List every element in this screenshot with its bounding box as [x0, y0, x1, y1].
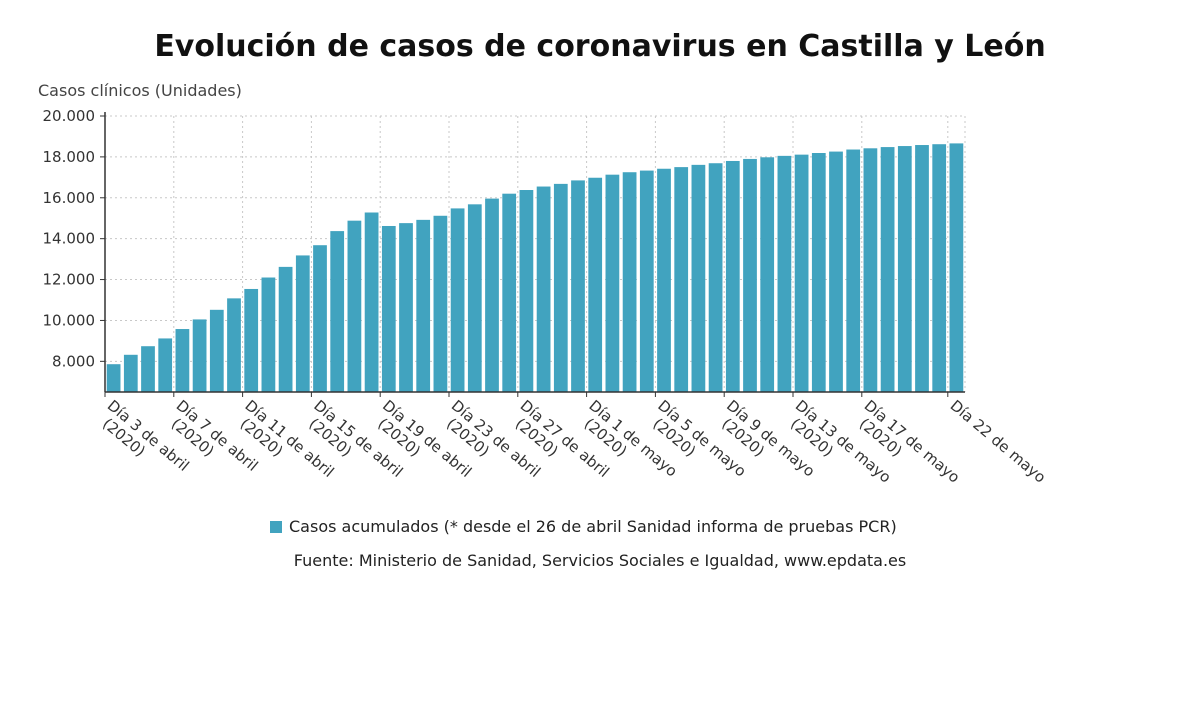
bar	[536, 186, 551, 392]
x-tick-label: Día 17 de mayo(2020)	[856, 396, 963, 486]
bar	[158, 338, 173, 392]
bar	[467, 204, 482, 392]
bar	[674, 167, 689, 392]
bar	[571, 180, 585, 392]
y-tick-label: 16.000	[43, 189, 96, 207]
bar	[175, 329, 190, 392]
bar	[811, 153, 826, 392]
bar	[381, 225, 396, 392]
y-tick-label: 20.000	[43, 107, 96, 125]
bar	[777, 155, 792, 392]
bar	[416, 219, 431, 392]
bar	[915, 145, 929, 392]
bar	[227, 298, 241, 392]
bar	[278, 266, 293, 392]
bar	[519, 190, 534, 392]
y-axis-label: Casos clínicos (Unidades)	[38, 81, 242, 100]
bar	[192, 319, 207, 392]
bar	[330, 231, 345, 392]
bar	[502, 193, 517, 392]
bar	[141, 346, 155, 392]
bar	[863, 148, 878, 392]
bar	[553, 183, 568, 392]
legend-swatch	[270, 521, 282, 533]
bar	[261, 277, 276, 392]
bar	[399, 223, 413, 392]
bar	[708, 163, 723, 392]
bar	[846, 149, 861, 392]
bar	[622, 172, 637, 392]
bar	[949, 143, 964, 392]
y-tick-label: 12.000	[43, 271, 96, 289]
bar	[657, 168, 671, 392]
x-ticks: Día 3 de abril(2020) Día 7 de abril(2020)…	[99, 392, 1049, 487]
bar	[829, 151, 843, 392]
bar	[433, 215, 448, 392]
bar	[295, 255, 310, 392]
bar	[313, 245, 327, 392]
y-tick-label: 8.000	[52, 352, 95, 370]
bar	[244, 288, 259, 392]
bar	[209, 309, 224, 392]
source-note: Fuente: Ministerio de Sanidad, Servicios…	[294, 551, 906, 570]
bars	[106, 143, 964, 392]
legend: Casos acumulados (* desde el 26 de abril…	[270, 517, 897, 536]
bar	[605, 174, 620, 392]
bar	[123, 354, 138, 392]
y-tick-label: 10.000	[43, 311, 96, 329]
axes	[104, 112, 965, 393]
legend-label: Casos acumulados (* desde el 26 de abril…	[289, 517, 897, 536]
y-tick-label: 18.000	[43, 148, 96, 166]
y-ticks: 8.000 10.000 12.000 14.000 16.000 18.000 20.00…	[43, 107, 105, 370]
bar	[743, 158, 757, 392]
bar	[588, 177, 603, 392]
bar	[760, 157, 775, 392]
bar	[364, 212, 379, 392]
bar	[347, 220, 362, 392]
bar	[106, 364, 121, 392]
bar	[691, 164, 706, 392]
bar	[485, 198, 499, 392]
y-tick-label: 14.000	[43, 230, 96, 248]
bar	[725, 160, 740, 392]
bar	[932, 144, 947, 392]
bar	[897, 146, 912, 392]
bar	[450, 208, 465, 392]
bar	[880, 147, 895, 392]
chart-title: Evolución de casos de coronavirus en Cas…	[154, 29, 1045, 64]
bar	[639, 170, 654, 392]
bar	[794, 154, 809, 392]
